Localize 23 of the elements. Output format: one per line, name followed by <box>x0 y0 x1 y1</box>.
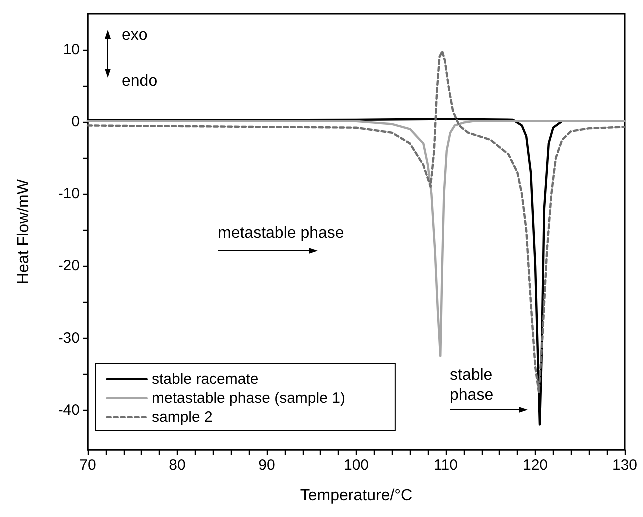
x-tick-label: 130 <box>612 457 638 474</box>
y-axis-title: Heat Flow/mW <box>16 178 32 284</box>
legend-label: metastable phase (sample 1) <box>152 390 346 407</box>
y-tick-label: 0 <box>72 114 80 131</box>
annotation: metastable phase <box>218 225 344 242</box>
x-tick-label: 90 <box>258 457 276 474</box>
x-tick-label: 80 <box>169 457 186 474</box>
annotation: exo <box>122 27 148 44</box>
x-tick-label: 100 <box>344 457 370 474</box>
x-tick-label: 110 <box>434 457 458 474</box>
x-tick-label: 120 <box>522 457 548 474</box>
y-tick-label: -40 <box>58 402 80 419</box>
x-axis-title: Temperature/°C <box>300 488 413 504</box>
y-tick-label: -30 <box>58 330 80 347</box>
y-tick-label: 10 <box>63 42 80 59</box>
y-tick-label: -20 <box>58 258 80 275</box>
line-series <box>86 120 626 358</box>
legend-label: stable racemate <box>152 371 259 388</box>
x-tick-label: 70 <box>80 457 96 474</box>
annotation: endo <box>122 73 158 90</box>
y-tick-label: -10 <box>58 186 80 203</box>
legend-label: sample 2 <box>152 409 213 426</box>
annotation: stable phase <box>450 367 494 404</box>
